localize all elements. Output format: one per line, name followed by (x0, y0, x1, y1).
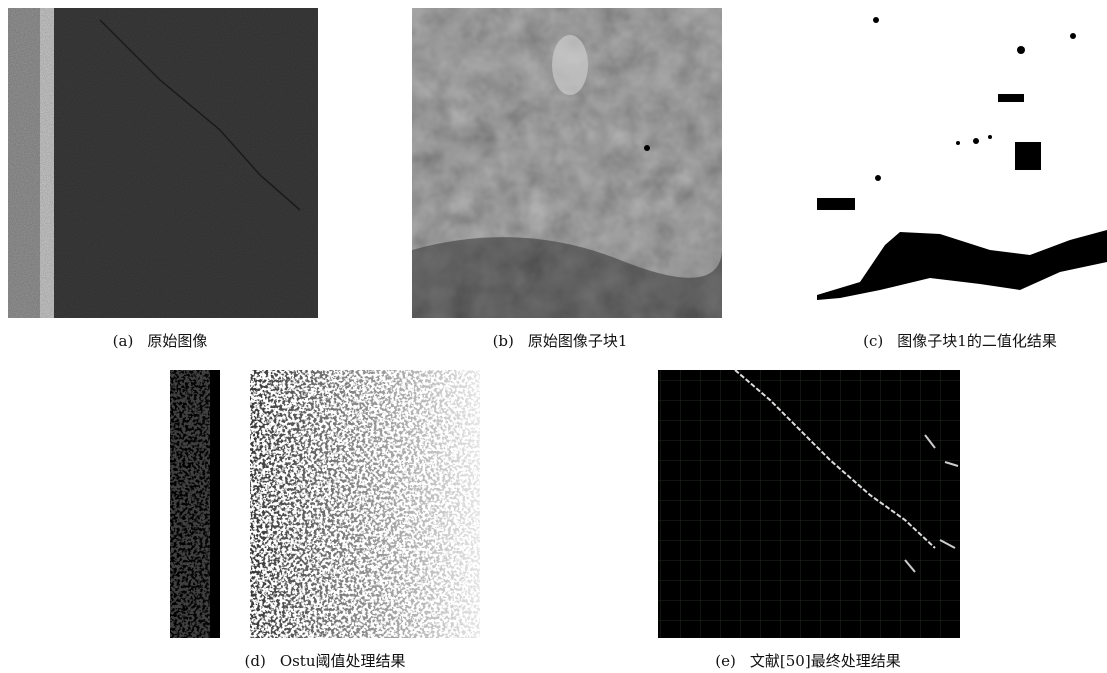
image-a (8, 8, 318, 318)
panel-label: (c) (863, 332, 883, 350)
panel-label: (d) (245, 652, 266, 670)
caption-b: (b) 原始图像子块1 (493, 330, 628, 351)
image-d (170, 370, 480, 638)
image-c (817, 8, 1107, 300)
panel-label: (b) (493, 332, 514, 350)
panel-caption: 原始图像 (147, 332, 207, 350)
caption-c: (c) 图像子块1的二值化结果 (863, 330, 1057, 351)
panel-caption: 原始图像子块1 (528, 332, 628, 350)
caption-a: (a) 原始图像 (113, 330, 208, 351)
panel-caption: 文献[50]最终处理结果 (750, 652, 901, 670)
panel-label: (a) (113, 332, 134, 350)
panel-caption: Ostu阈值处理结果 (280, 652, 406, 670)
figure: (a) 原始图像 (b) 原始图像子块1 (c) 图像子块1的二值化结果 (d) Ost… (0, 0, 1107, 673)
panel-label: (e) (715, 652, 736, 670)
image-e (658, 370, 960, 638)
image-b (412, 8, 722, 318)
caption-d: (d) Ostu阈值处理结果 (245, 650, 406, 671)
panel-caption: 图像子块1的二值化结果 (897, 332, 1057, 350)
caption-e: (e) 文献[50]最终处理结果 (715, 650, 900, 671)
